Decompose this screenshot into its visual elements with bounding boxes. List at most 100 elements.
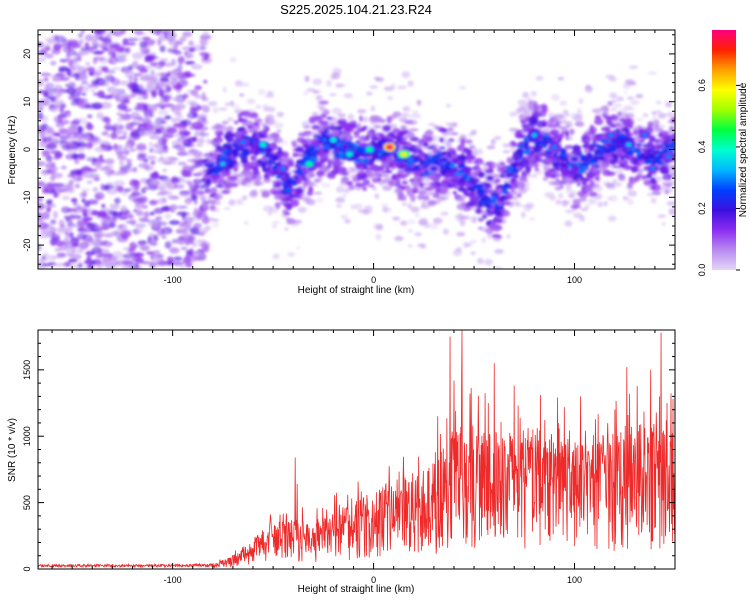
heatmap-cell (586, 154, 593, 159)
heatmap-cell (246, 98, 256, 105)
heatmap-hotspot (666, 154, 672, 159)
heatmap-cell (99, 37, 109, 41)
heatmap-cell (329, 93, 337, 97)
heatmap-cell (462, 242, 470, 248)
heatmap-cell (52, 75, 60, 83)
heatmap-cell (104, 117, 111, 124)
heatmap-cell (84, 201, 91, 208)
heatmap-cell (425, 135, 434, 142)
heatmap-cell (501, 209, 507, 215)
snr-y-tick-label: 1500 (22, 360, 32, 380)
heatmap-cell (76, 141, 87, 148)
heatmap-cell (535, 154, 541, 161)
heatmap-cell (227, 117, 233, 122)
heatmap-cell (215, 184, 223, 188)
heatmap-cell (149, 176, 159, 181)
heatmap-cell (319, 100, 329, 105)
heatmap-cell (199, 38, 208, 46)
heatmap-cell (158, 83, 171, 89)
heatmap-cell (470, 251, 476, 256)
heatmap-cell (157, 65, 163, 70)
heatmap-cell (141, 36, 151, 41)
heatmap-cell (521, 123, 530, 128)
heatmap-hotspot (572, 157, 578, 161)
heatmap-cell (587, 160, 593, 165)
snr-y-tick-label: 0 (22, 566, 32, 571)
heatmap-cell (117, 116, 123, 123)
heatmap-cell (104, 76, 112, 84)
heatmap-cell (224, 182, 233, 189)
heatmap-cell (56, 228, 66, 235)
heatmap-cell (568, 193, 575, 198)
heatmap-cell (397, 169, 402, 177)
heatmap-cell (404, 167, 413, 171)
heatmap-cell (619, 133, 626, 139)
heatmap-cell (280, 182, 287, 186)
heatmap-cell (589, 180, 595, 187)
spectrogram-xlabel: Height of straight line (km) (298, 285, 415, 296)
heatmap-cell (405, 132, 416, 139)
heatmap-cell (38, 261, 46, 269)
heatmap-cell (51, 106, 59, 113)
heatmap-cell (636, 156, 643, 160)
heatmap-cell (265, 147, 273, 153)
heatmap-cell (114, 260, 123, 265)
heatmap-cell (419, 182, 424, 190)
heatmap-cell (203, 53, 210, 61)
heatmap-cell (614, 103, 622, 108)
heatmap-cell (273, 136, 283, 143)
heatmap-cell (572, 204, 578, 211)
heatmap-cell (296, 187, 303, 195)
heatmap-cell (357, 163, 366, 168)
heatmap-cell (561, 163, 568, 168)
heatmap-cell (124, 144, 132, 149)
heatmap-cell (376, 148, 381, 151)
heatmap-cell (139, 240, 144, 247)
colorbar-tick-label: 0.0 (697, 264, 707, 277)
heatmap-cell (83, 211, 88, 216)
heatmap-cell (517, 149, 523, 155)
heatmap-cell (129, 148, 137, 152)
heatmap-cell (41, 98, 51, 107)
heatmap-cell (114, 197, 121, 205)
heatmap-cell (462, 139, 471, 143)
heatmap-cell (70, 198, 78, 202)
heatmap-cell (97, 44, 106, 48)
colorbar-tick-label: 0.2 (697, 202, 707, 215)
heatmap-cell (338, 151, 345, 158)
heatmap-cell (320, 113, 327, 119)
heatmap-cell (313, 191, 323, 195)
heatmap-cell (73, 56, 82, 62)
heatmap-cell (589, 124, 595, 132)
heatmap-cell (477, 171, 486, 178)
heatmap-cell (335, 204, 343, 208)
heatmap-cell (236, 148, 245, 151)
heatmap-cell (154, 251, 160, 256)
heatmap-cell (275, 175, 282, 179)
heatmap-cell (182, 31, 193, 38)
heatmap-cell (550, 129, 560, 135)
heatmap-cell (41, 211, 50, 220)
heatmap-cell (595, 149, 600, 155)
heatmap-cell (508, 166, 513, 172)
heatmap-cell (61, 195, 70, 200)
heatmap-cell (344, 218, 351, 224)
heatmap-cell (285, 187, 292, 193)
heatmap-cell (582, 142, 591, 149)
heatmap-cell (418, 139, 428, 147)
heatmap-cell (493, 203, 500, 207)
heatmap-cell (38, 182, 47, 188)
heatmap-cell (96, 112, 104, 120)
heatmap-cell (195, 253, 206, 259)
heatmap-hotspot (551, 145, 557, 149)
heatmap-cell (233, 131, 244, 135)
heatmap-cell (542, 136, 548, 140)
heatmap-cell (177, 161, 187, 166)
heatmap-cell (425, 129, 434, 137)
heatmap-cell (579, 196, 587, 203)
heatmap-cell (405, 184, 411, 192)
heatmap-cell (609, 145, 616, 149)
heatmap-hotspot (387, 145, 393, 149)
heatmap-cell (122, 130, 128, 138)
